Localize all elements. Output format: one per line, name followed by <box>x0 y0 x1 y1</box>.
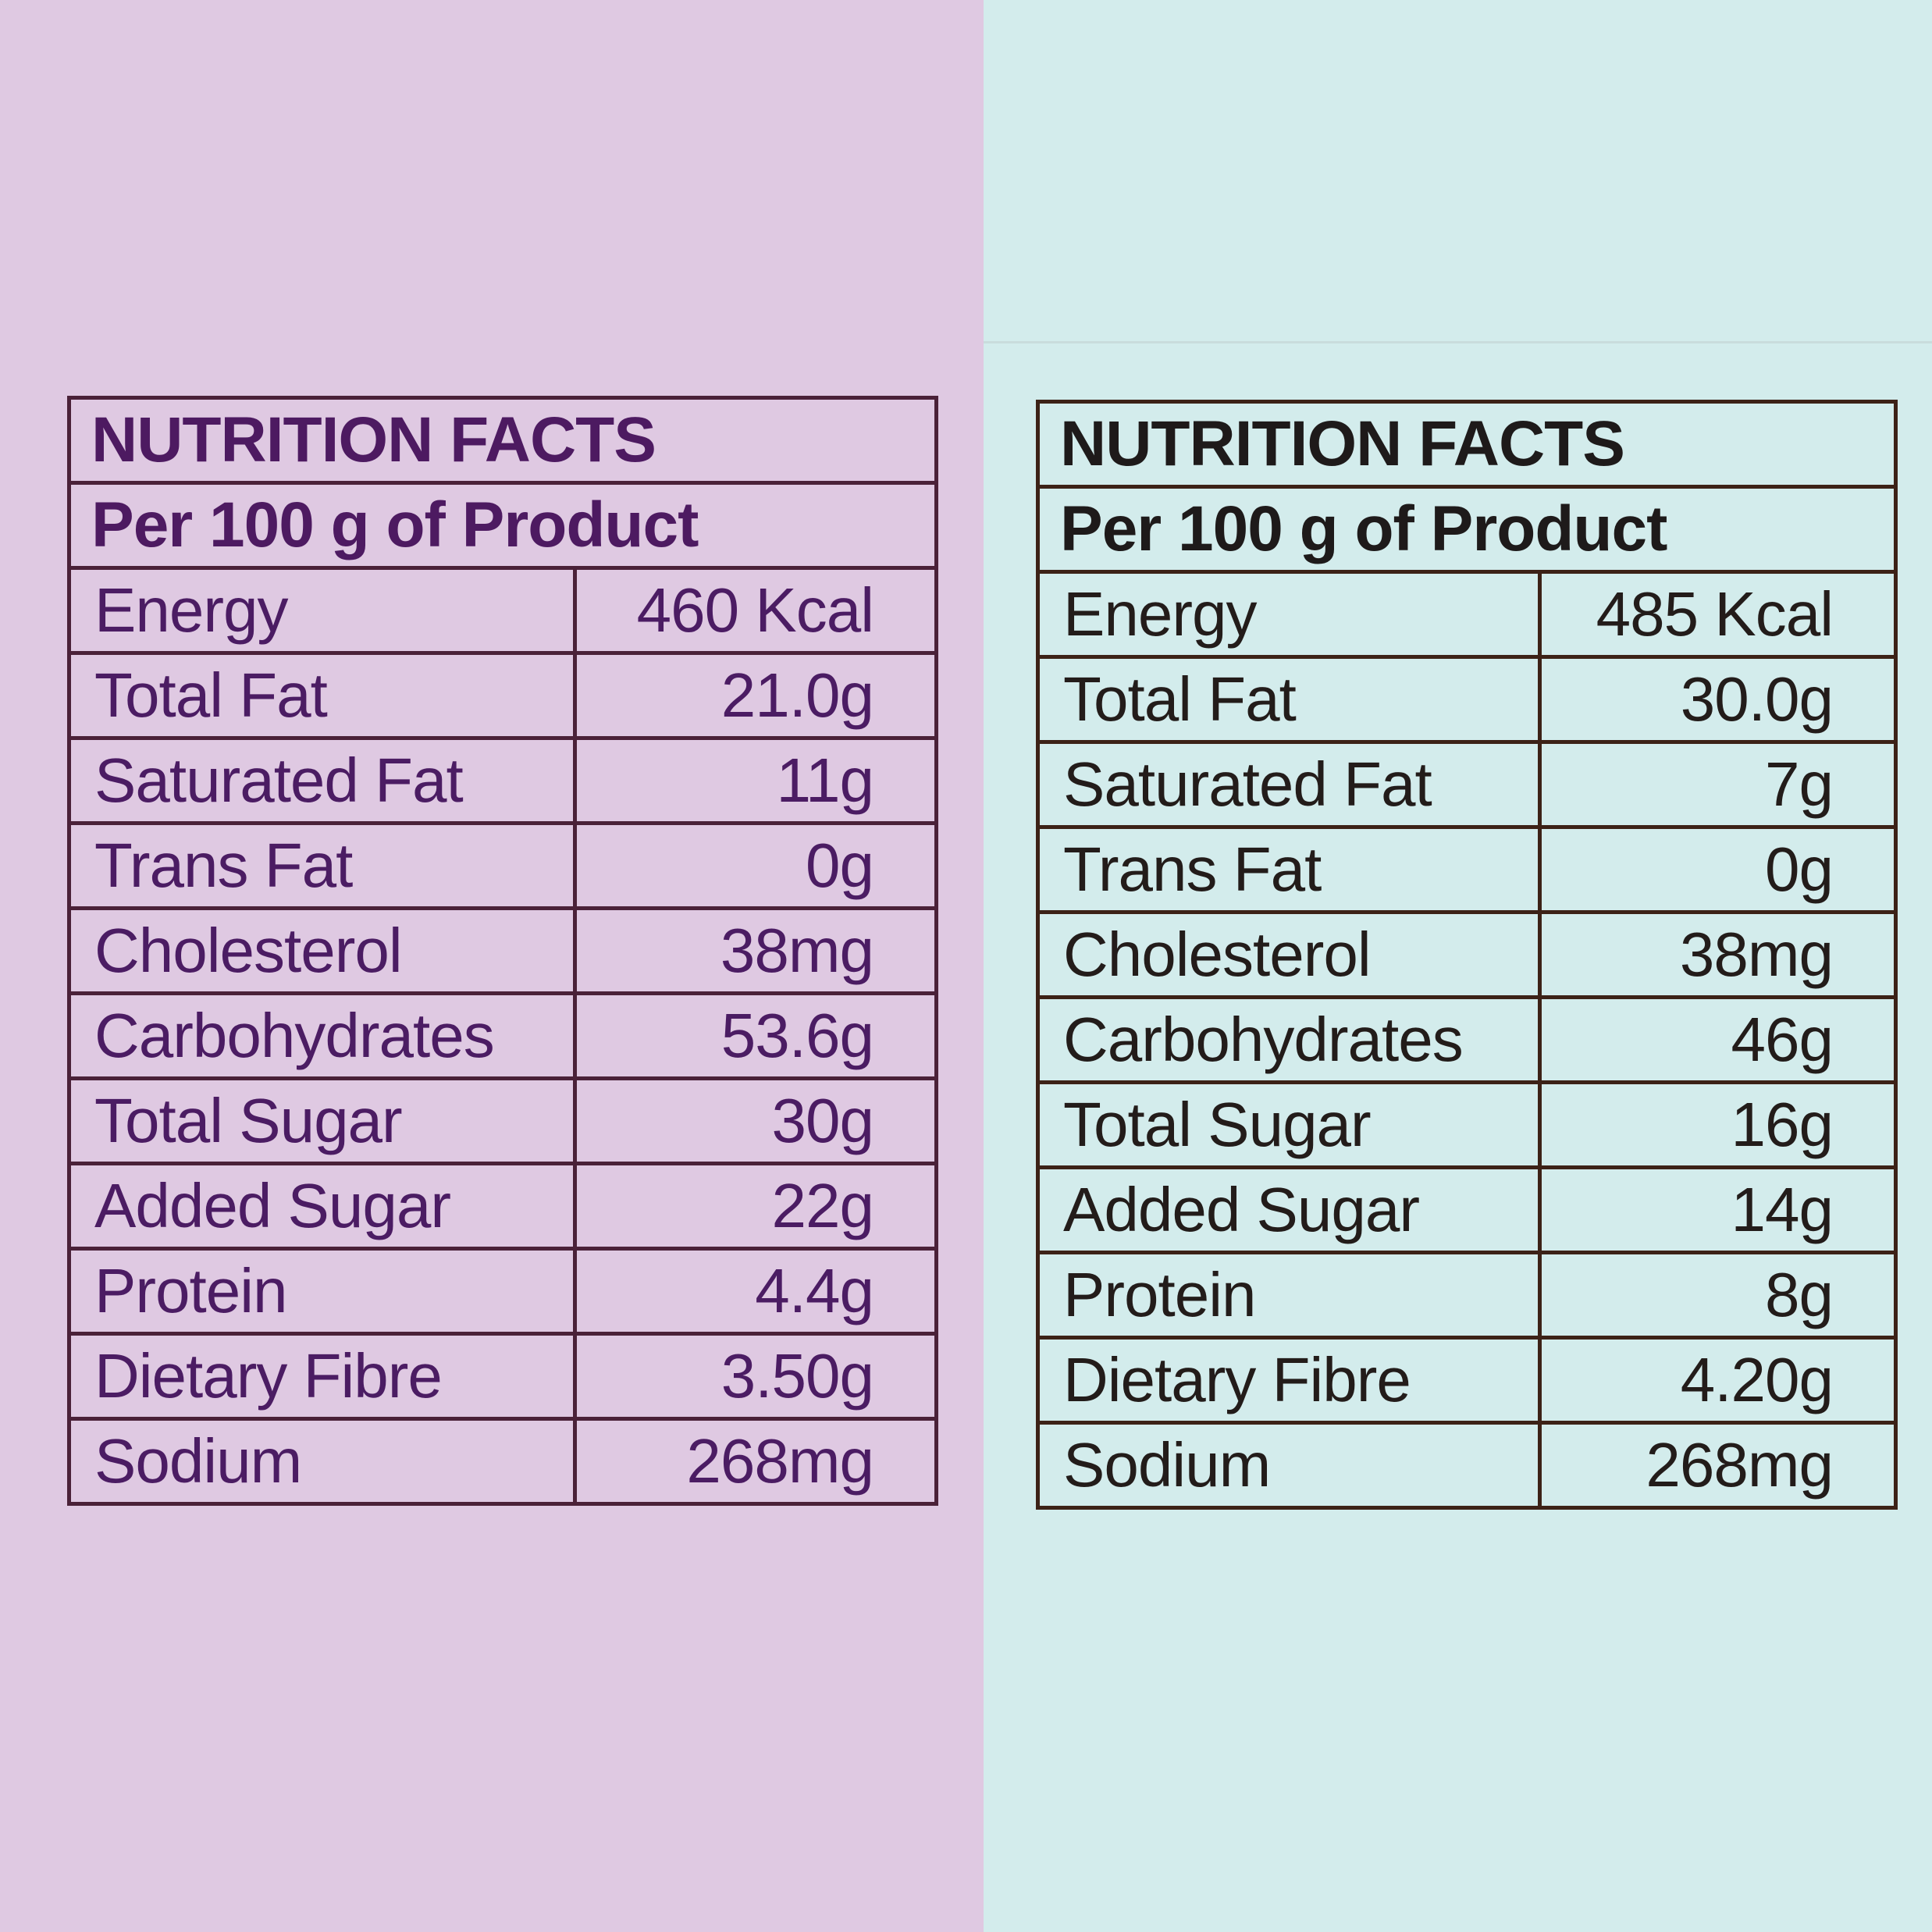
nutrient-label: Dietary Fibre <box>67 1332 577 1421</box>
nutrient-value: 46g <box>1538 995 1898 1084</box>
table-row: Energy 460 Kcal <box>67 566 938 655</box>
nutrition-facts-table-right: NUTRITION FACTS Per 100 g of Product Ene… <box>1036 400 1898 1510</box>
table-row: Total Fat 30.0g <box>1036 655 1898 744</box>
left-panel: NUTRITION FACTS Per 100 g of Product Ene… <box>0 0 984 1932</box>
nutrient-value: 3.50g <box>573 1332 938 1421</box>
table-row: Saturated Fat 11g <box>67 736 938 825</box>
table-row: Protein 4.4g <box>67 1247 938 1336</box>
nutrient-label: Trans Fat <box>1036 825 1542 914</box>
nutrient-label: Carbohydrates <box>1036 995 1542 1084</box>
table-row: Trans Fat 0g <box>67 821 938 910</box>
nutrient-value: 22g <box>573 1162 938 1251</box>
nutrient-value: 460 Kcal <box>573 566 938 655</box>
nutrient-label: Carbohydrates <box>67 991 577 1080</box>
per-100g-subtitle: Per 100 g of Product <box>67 481 938 570</box>
nutrient-label: Saturated Fat <box>67 736 577 825</box>
nutrient-value: 485 Kcal <box>1538 570 1898 659</box>
nutrient-label: Energy <box>67 566 577 655</box>
nutrition-facts-table-left: NUTRITION FACTS Per 100 g of Product Ene… <box>67 396 938 1506</box>
nutrient-label: Sodium <box>67 1417 577 1506</box>
table-row: Total Sugar 16g <box>1036 1080 1898 1169</box>
divider-line <box>984 341 1932 343</box>
nutrient-value: 16g <box>1538 1080 1898 1169</box>
table-row: Cholesterol 38mg <box>1036 910 1898 999</box>
table-row: Sodium 268mg <box>1036 1421 1898 1510</box>
table-row: Trans Fat 0g <box>1036 825 1898 914</box>
nutrient-label: Added Sugar <box>1036 1165 1542 1254</box>
nutrient-value: 21.0g <box>573 651 938 740</box>
nutrient-value: 268mg <box>1538 1421 1898 1510</box>
nutrient-value: 8g <box>1538 1251 1898 1340</box>
per-100g-subtitle: Per 100 g of Product <box>1036 485 1898 574</box>
nutrient-label: Cholesterol <box>67 906 577 995</box>
table-row: Dietary Fibre 3.50g <box>67 1332 938 1421</box>
nutrient-value: 0g <box>573 821 938 910</box>
nutrient-label: Saturated Fat <box>1036 740 1542 829</box>
nutrient-value: 30g <box>573 1076 938 1165</box>
nutrient-label: Protein <box>1036 1251 1542 1340</box>
nutrient-label: Total Fat <box>1036 655 1542 744</box>
nutrient-value: 38mg <box>1538 910 1898 999</box>
table-row: Total Fat 21.0g <box>67 651 938 740</box>
nutrient-value: 7g <box>1538 740 1898 829</box>
nutrient-label: Added Sugar <box>67 1162 577 1251</box>
nutrient-label: Trans Fat <box>67 821 577 910</box>
nutrition-facts-title: NUTRITION FACTS <box>67 396 938 485</box>
nutrient-value: 53.6g <box>573 991 938 1080</box>
nutrient-value: 4.20g <box>1538 1336 1898 1425</box>
nutrient-value: 14g <box>1538 1165 1898 1254</box>
table-row: Dietary Fibre 4.20g <box>1036 1336 1898 1425</box>
nutrient-value: 268mg <box>573 1417 938 1506</box>
table-row: Added Sugar 22g <box>67 1162 938 1251</box>
subtitle-row: Per 100 g of Product <box>67 481 938 570</box>
table-row: Protein 8g <box>1036 1251 1898 1340</box>
table-row: Carbohydrates 46g <box>1036 995 1898 1084</box>
title-row: NUTRITION FACTS <box>1036 400 1898 489</box>
nutrient-label: Total Sugar <box>1036 1080 1542 1169</box>
nutrient-label: Total Sugar <box>67 1076 577 1165</box>
table-row: Energy 485 Kcal <box>1036 570 1898 659</box>
nutrient-label: Total Fat <box>67 651 577 740</box>
subtitle-row: Per 100 g of Product <box>1036 485 1898 574</box>
nutrient-value: 30.0g <box>1538 655 1898 744</box>
table-row: Sodium 268mg <box>67 1417 938 1506</box>
nutrient-label: Protein <box>67 1247 577 1336</box>
title-row: NUTRITION FACTS <box>67 396 938 485</box>
nutrient-label: Dietary Fibre <box>1036 1336 1542 1425</box>
table-row: Total Sugar 30g <box>67 1076 938 1165</box>
table-row: Added Sugar 14g <box>1036 1165 1898 1254</box>
table-row: Cholesterol 38mg <box>67 906 938 995</box>
table-row: Carbohydrates 53.6g <box>67 991 938 1080</box>
nutrition-facts-title: NUTRITION FACTS <box>1036 400 1898 489</box>
nutrient-label: Sodium <box>1036 1421 1542 1510</box>
nutrient-value: 4.4g <box>573 1247 938 1336</box>
nutrient-label: Energy <box>1036 570 1542 659</box>
nutrient-value: 0g <box>1538 825 1898 914</box>
nutrient-label: Cholesterol <box>1036 910 1542 999</box>
nutrient-value: 38mg <box>573 906 938 995</box>
nutrient-value: 11g <box>573 736 938 825</box>
table-row: Saturated Fat 7g <box>1036 740 1898 829</box>
